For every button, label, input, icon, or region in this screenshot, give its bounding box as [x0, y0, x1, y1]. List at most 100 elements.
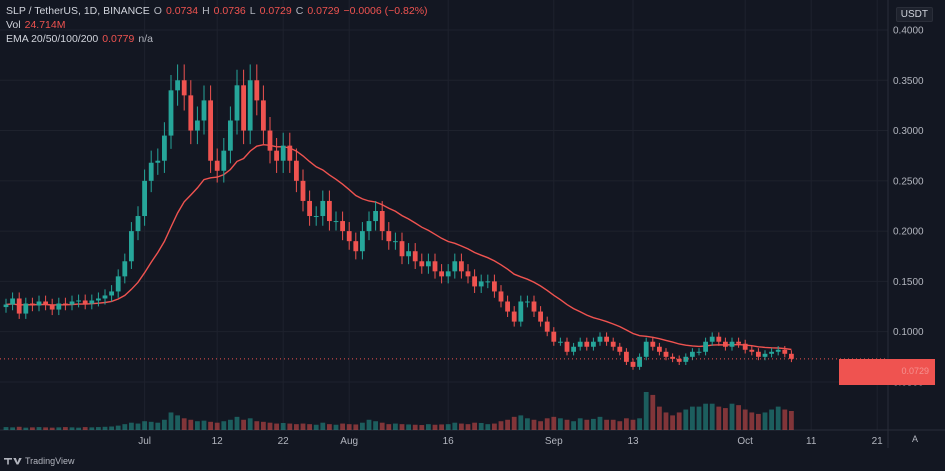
candle-body [571, 346, 576, 352]
candle-body [188, 95, 194, 131]
candle-body [221, 150, 227, 171]
price-tick-label: 0.3000 [893, 126, 924, 137]
candle-body [16, 298, 22, 314]
candle-body [663, 351, 669, 357]
volume-value: 24.714M [24, 19, 66, 31]
candle-body [241, 85, 246, 131]
candle-body [360, 231, 365, 252]
time-tick-label: Aug [340, 436, 358, 447]
volume-bar [518, 415, 524, 430]
candle-body [3, 304, 9, 308]
volume-bar [670, 415, 675, 430]
volume-bar [525, 418, 530, 430]
candle-body [789, 353, 794, 359]
ema-na: n/a [138, 33, 153, 45]
candle-body [716, 336, 722, 342]
volume-bar [208, 421, 213, 430]
volume-bar [505, 419, 510, 430]
candle-body [604, 336, 609, 342]
volume-bar [115, 425, 121, 430]
volume-bar [63, 427, 68, 430]
candle-body [775, 349, 781, 352]
candle-body [538, 311, 543, 322]
price-tick-label: 0.2500 [893, 176, 924, 187]
volume-bar [742, 409, 748, 430]
candle-body [148, 162, 154, 181]
volume-bar [558, 418, 563, 430]
ema-label: EMA 20/50/100/200 [6, 33, 99, 45]
candle-body [280, 145, 286, 161]
candle-body [703, 341, 708, 352]
volume-bar [703, 403, 708, 430]
candle-body [782, 349, 788, 354]
volume-bar [393, 423, 398, 430]
candle-body [175, 80, 180, 91]
volume-bar [129, 422, 134, 430]
volume-bar [439, 424, 444, 430]
currency-label[interactable]: USDT [895, 7, 933, 22]
volume-bar [280, 422, 286, 430]
ema-line [5, 143, 792, 351]
volume-bar [175, 415, 180, 430]
volume-bar [544, 418, 550, 430]
volume-bar [729, 403, 735, 430]
candle-body [690, 351, 695, 357]
volume-bar [313, 424, 319, 430]
volume-bar [591, 418, 596, 430]
volume-bar [333, 424, 339, 430]
volume-bar [637, 418, 642, 430]
candle-body [63, 303, 68, 305]
volume-bar [82, 427, 88, 430]
volume-bar [43, 427, 48, 430]
candle-body [261, 100, 266, 131]
candle-body [373, 211, 378, 222]
candle-body [267, 130, 273, 151]
candle-body [445, 271, 451, 277]
volume-bar [412, 424, 418, 430]
volume-bar [3, 427, 9, 430]
time-tick-label: 21 [872, 436, 884, 447]
candle-body [762, 353, 768, 357]
chart-legend: SLP / TetherUS, 1D, BINANCE O 0.0734 H 0.0… [6, 4, 428, 46]
volume-bar [102, 426, 108, 430]
candle-body [340, 221, 345, 232]
brand-name: TradingView [25, 456, 75, 466]
candle-body [498, 291, 504, 302]
candle-body [82, 300, 88, 304]
candle-body [294, 160, 299, 181]
volume-bar [445, 424, 451, 430]
volume-bar [254, 421, 260, 430]
volume-bar [459, 423, 464, 430]
close-value: 0.0729 [307, 5, 340, 17]
volume-bar [709, 403, 715, 430]
candle-body [49, 304, 55, 310]
change-value: −0.0006 (−0.82%) [343, 5, 428, 17]
high-label: H [202, 5, 210, 17]
time-tick-label: Sep [545, 436, 563, 447]
volume-bar [769, 409, 774, 430]
time-tick-label: Jul [138, 436, 151, 447]
ema-value: 0.0779 [102, 33, 135, 45]
volume-bar [610, 419, 616, 430]
candle-body [511, 311, 517, 322]
candle-body [353, 241, 359, 252]
volume-bar [287, 423, 293, 430]
time-tick-label: 11 [806, 436, 817, 447]
volume-bar [696, 406, 702, 430]
volume-bar [155, 422, 161, 430]
candle-body [551, 331, 557, 342]
candle-body [769, 351, 774, 354]
symbol-title[interactable]: SLP / TetherUS, 1D, BINANCE [6, 5, 150, 17]
candle-body [36, 301, 42, 306]
volume-bar [162, 419, 167, 430]
tradingview-logo: TradingView [4, 456, 75, 466]
candle-body [115, 276, 121, 292]
volume-bar [247, 418, 253, 430]
auto-scale-icon[interactable]: A [911, 434, 918, 444]
time-tick-label: 22 [278, 436, 290, 447]
volume-bar [109, 426, 114, 430]
volume-bar [571, 421, 576, 430]
volume-bar [168, 412, 174, 430]
